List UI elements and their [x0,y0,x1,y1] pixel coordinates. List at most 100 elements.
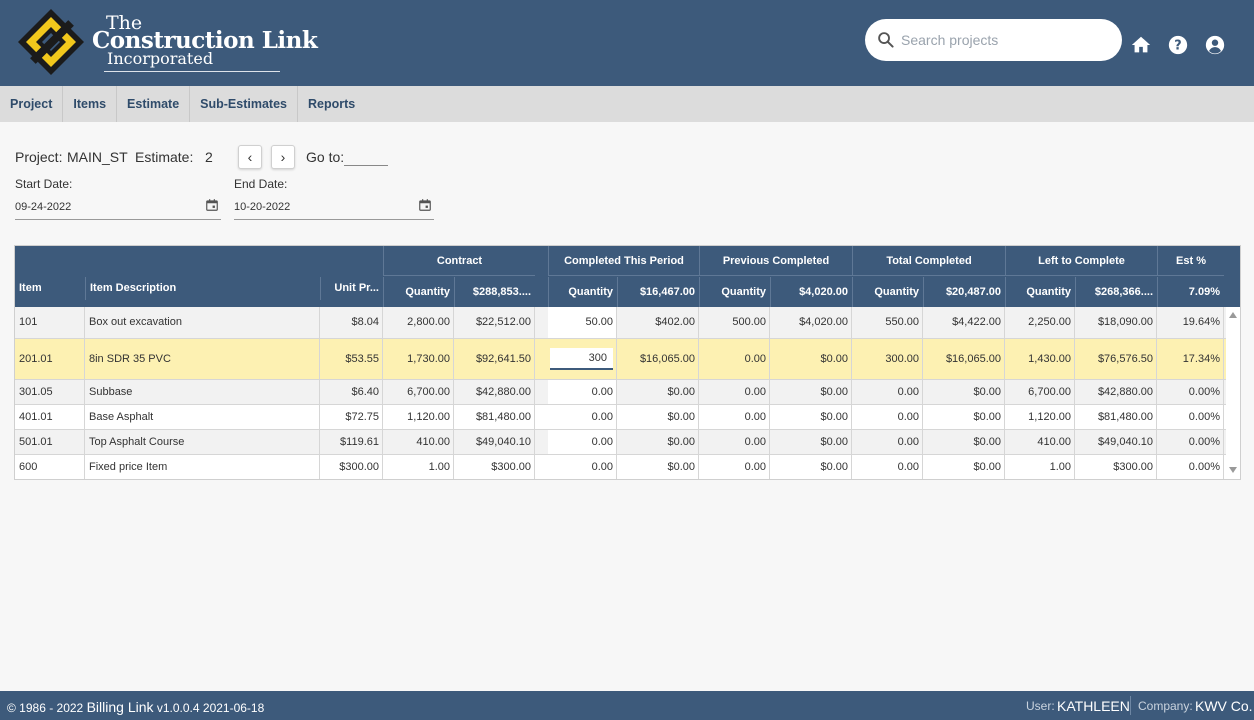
prev-estimate-button[interactable]: ‹ [238,145,262,169]
cell-ta: $0.00 [923,380,1005,404]
cell-lq: 410.00 [1005,430,1075,454]
cell-pq[interactable]: 0.00 [548,405,617,429]
nav-reports[interactable]: Reports [308,97,356,111]
cell-tq: 0.00 [852,430,923,454]
col-left-amt[interactable]: $268,366.... [1075,277,1157,307]
col-item[interactable]: Item [15,277,85,300]
cell-desc: Box out excavation [85,307,320,338]
cell-lq: 2,250.00 [1005,307,1075,338]
user-label: User: [1026,699,1055,713]
group-left: Left to Complete [1005,246,1157,276]
col-total-amt[interactable]: $20,487.00 [923,277,1005,307]
cell-item: 301.05 [15,380,85,404]
cell-ca: $42,880.00 [454,380,535,404]
estimate-label: Estimate: [135,149,194,165]
user-name: KATHLEEN [1057,698,1130,714]
scroll-up-icon[interactable] [1229,312,1237,318]
cell-ta: $16,065.00 [923,339,1005,379]
col-period-qty[interactable]: Quantity [548,277,617,307]
next-estimate-button[interactable]: › [271,145,295,169]
cell-lq: 1,120.00 [1005,405,1075,429]
col-contract-qty[interactable]: Quantity [383,277,454,307]
cell-est: 0.00% [1157,430,1224,454]
calendar-icon[interactable] [205,198,219,212]
end-date-field[interactable]: 10-20-2022 [234,196,434,220]
cell-vq: 0.00 [699,430,770,454]
col-period-amt[interactable]: $16,467.00 [617,277,699,307]
cell-ta: $0.00 [923,430,1005,454]
cell-pa: $0.00 [617,405,699,429]
cell-vq: 0.00 [699,339,770,379]
cell-est: 0.00% [1157,455,1224,479]
cell-pq[interactable]: 0.00 [548,430,617,454]
cell-pq[interactable]: 0.00 [548,380,617,404]
help-icon[interactable]: ? [1167,34,1189,56]
cell-desc: 8in SDR 35 PVC [85,339,320,379]
cell-va: $0.00 [770,339,852,379]
search-box[interactable] [865,19,1122,61]
cell-pq[interactable]: 50.00 [548,307,617,338]
col-prev-qty[interactable]: Quantity [699,277,770,307]
cell-la: $81,480.00 [1075,405,1157,429]
table-row[interactable]: 401.01 Base Asphalt $72.75 1,120.00 $81,480.… [15,405,1226,430]
col-unit-price[interactable]: Unit Pr... [320,277,383,300]
cell-item: 101 [15,307,85,338]
cell-va: $0.00 [770,380,852,404]
col-contract-amt[interactable]: $288,853.... [454,277,535,307]
cell-pa: $402.00 [617,307,699,338]
nav-sub-estimates[interactable]: Sub-Estimates [190,86,298,122]
calendar-icon[interactable] [418,198,432,212]
project-value: MAIN_ST [67,149,128,165]
period-qty-input[interactable] [550,348,613,370]
group-contract: Contract [383,246,535,276]
account-icon[interactable] [1204,34,1226,56]
goto-input[interactable] [344,148,388,166]
cell-ca: $92,641.50 [454,339,535,379]
cell-pq[interactable] [548,339,617,379]
cell-pq[interactable]: 0.00 [548,455,617,479]
table-row[interactable]: 501.01 Top Asphalt Course $119.61 410.00 $49… [15,430,1226,455]
group-est: Est % [1157,246,1224,276]
cell-pa: $0.00 [617,430,699,454]
company-logo[interactable]: The Construction Link Incorporated [18,7,318,77]
nav-items[interactable]: Items [63,86,118,122]
main-nav: Project Items Estimate Sub-Estimates Rep… [0,86,1254,122]
table-row[interactable]: 600 Fixed price Item $300.00 1.00 $300.00 0.0… [15,455,1226,479]
col-total-qty[interactable]: Quantity [852,277,923,307]
cell-pa: $0.00 [617,380,699,404]
scroll-down-icon[interactable] [1229,467,1237,473]
cell-va: $0.00 [770,455,852,479]
col-prev-amt[interactable]: $4,020.00 [770,277,852,307]
cell-item: 201.01 [15,339,85,379]
group-total: Total Completed [852,246,1005,276]
cell-est: 0.00% [1157,380,1224,404]
search-input[interactable] [899,28,1109,52]
logo-underline [104,71,280,72]
table-row[interactable]: 301.05 Subbase $6.40 6,700.00 $42,880.00 0.00… [15,380,1226,405]
col-est-pct[interactable]: 7.09% [1157,277,1224,307]
app-footer: © 1986 - 2022 Billing Link v1.0.0.4 2021… [0,691,1254,720]
cell-item: 600 [15,455,85,479]
cell-tq: 0.00 [852,405,923,429]
cell-unit: $119.61 [320,430,383,454]
cell-tq: 0.00 [852,380,923,404]
home-icon[interactable] [1130,34,1152,56]
col-left-qty[interactable]: Quantity [1005,277,1075,307]
cell-desc: Base Asphalt [85,405,320,429]
nav-estimate[interactable]: Estimate [117,86,191,122]
nav-project[interactable]: Project [0,86,64,122]
cell-tq: 300.00 [852,339,923,379]
vertical-scrollbar[interactable] [1226,307,1240,479]
app-name: Billing Link [86,699,154,715]
cell-lq: 6,700.00 [1005,380,1075,404]
cell-est: 19.64% [1157,307,1224,338]
start-date-label: Start Date: [15,177,73,191]
table-row[interactable]: 201.01 8in SDR 35 PVC $53.55 1,730.00 $92,64… [15,339,1226,380]
table-row[interactable]: 101 Box out excavation $8.04 2,800.00 $22,51… [15,307,1226,339]
logo-the: The [106,12,143,34]
cell-unit: $72.75 [320,405,383,429]
col-desc[interactable]: Item Description [85,277,320,300]
start-date-field[interactable]: 09-24-2022 [15,196,221,220]
cell-unit: $8.04 [320,307,383,338]
cell-ta: $0.00 [923,455,1005,479]
